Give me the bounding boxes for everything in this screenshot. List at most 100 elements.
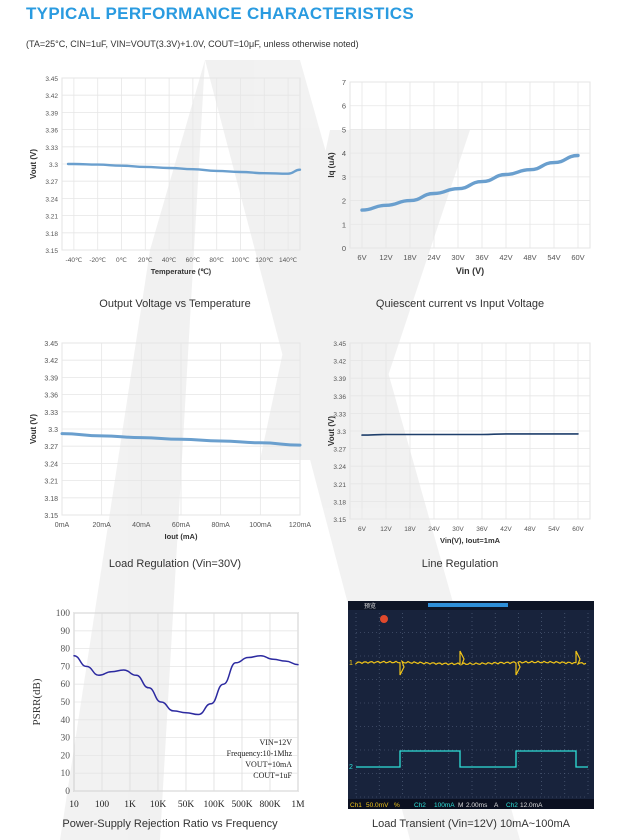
- x-tick-label: 1M: [291, 800, 305, 810]
- y-tick-label: 3.15: [44, 513, 58, 520]
- x-tick-label: 30V: [451, 253, 464, 262]
- x-tick-label: 80mA: [212, 522, 231, 529]
- x-tick-label: 100: [95, 800, 110, 810]
- y-tick-label: 3.45: [45, 76, 58, 83]
- y-tick-label: 70: [61, 662, 71, 672]
- y-tick-label: 0: [65, 787, 70, 797]
- y-tick-label: 3.21: [44, 479, 58, 486]
- channel1-trace: [355, 650, 587, 676]
- y-tick-label: 0: [342, 244, 346, 253]
- channel1-marker: 1: [349, 660, 353, 667]
- chart-annotation: VOUT=10mA: [245, 760, 292, 769]
- x-tick-label: 40mA: [132, 522, 151, 529]
- y-tick-label: 3.27: [44, 444, 58, 451]
- x-axis-title: Temperature (℃): [151, 267, 212, 276]
- x-tick-label: 6V: [357, 253, 366, 262]
- scope-readout-bar: [348, 799, 594, 809]
- y-tick-label: 6: [342, 102, 346, 111]
- x-tick-label: 80℃: [209, 257, 224, 264]
- x-tick-label: 60V: [572, 526, 584, 533]
- y-tick-label: 3.24: [45, 196, 58, 203]
- chart-output-voltage-vs-temperature: 3.45 3.42 3.39 3.36 3.33 3.3 3.27 3.24 3.21 3.18 3…: [29, 76, 302, 276]
- x-tick-label: -40℃: [66, 257, 83, 264]
- y-tick-label: 3.3: [48, 427, 58, 434]
- y-tick-label: 3.15: [333, 517, 346, 524]
- chart-line-regulation: 3.45 3.42 3.39 3.36 3.33 3.3 3.27 3.24 3.21 3.18 3…: [327, 341, 591, 545]
- y-tick-label: 3.39: [333, 376, 346, 383]
- scope-readout-text: M: [458, 802, 463, 809]
- test-conditions: (TA=25°C, CIN=1uF, VIN=VOUT(3.3V)+1.0V, …: [26, 39, 359, 49]
- series-line: [361, 433, 579, 436]
- y-tick-label: 3.39: [45, 110, 58, 117]
- y-tick-label: 3.36: [44, 393, 58, 400]
- x-tick-label: 120mA: [289, 522, 312, 529]
- x-tick-label: 30V: [452, 526, 464, 533]
- caption-line-regulation: Line Regulation: [421, 558, 499, 570]
- y-tick-label: 3.42: [45, 93, 58, 100]
- y-tick-label: 50: [61, 698, 71, 708]
- x-tick-label: 20mA: [93, 522, 112, 529]
- scope-readout-text: Ch2: [506, 802, 518, 809]
- chart-load-regulation: 3.45 3.42 3.39 3.36 3.33 3.3 3.27 3.24 3.21 3.18 3…: [29, 341, 311, 541]
- scope-readout-text: 2.00ms: [466, 802, 488, 809]
- scope-readout-text: %: [394, 802, 400, 809]
- y-tick-label: 3.18: [45, 231, 58, 238]
- scope-readout-text: Ch2: [414, 802, 426, 809]
- x-tick-label: 36V: [476, 526, 488, 533]
- x-tick-label: 12V: [379, 253, 392, 262]
- y-axis-title: PSRR(dB): [31, 678, 43, 725]
- x-tick-label: 54V: [548, 526, 560, 533]
- y-tick-label: 3.27: [45, 179, 58, 186]
- page-title: TYPICAL PERFORMANCE CHARACTERISTICS: [26, 4, 414, 23]
- scope-readout-text: Ch1: [350, 802, 362, 809]
- y-tick-label: 100: [56, 609, 71, 619]
- x-tick-label: 500K: [231, 800, 252, 810]
- y-tick-label: 3.33: [44, 410, 58, 417]
- y-tick-label: 3.33: [45, 145, 58, 152]
- y-tick-label: 20: [61, 751, 71, 761]
- y-tick-label: 3.21: [45, 214, 58, 221]
- x-tick-label: 1K: [124, 800, 136, 810]
- series-line: [60, 432, 302, 447]
- y-tick-label: 3.45: [44, 341, 58, 348]
- caption-load-transient: Load Transient (Vin=12V) 10mA~100mA: [372, 818, 570, 830]
- y-tick-label: 3.18: [333, 499, 346, 506]
- scope-marker: [380, 615, 388, 623]
- y-tick-label: 3.3: [337, 429, 346, 436]
- y-tick-label: 3.42: [333, 359, 346, 366]
- y-tick-label: 1: [342, 220, 346, 229]
- x-tick-label: 24V: [427, 253, 440, 262]
- y-tick-label: 3.36: [45, 128, 58, 135]
- y-tick-label: 40: [61, 716, 71, 726]
- y-axis-title: Iq (uA): [327, 152, 336, 178]
- x-tick-label: 100℃: [231, 257, 250, 264]
- oscilloscope-capture: 预览 1 2 Ch1 50.0mV% Ch2 100mA M 2.00ms A Ch2 12.0mA: [348, 601, 594, 809]
- caption-load-regulation: Load Regulation (Vin=30V): [108, 558, 242, 570]
- x-tick-label: 24V: [428, 526, 440, 533]
- x-tick-label: 120℃: [255, 257, 274, 264]
- y-axis-title: Vout (V): [29, 149, 38, 179]
- chart-quiescent-current-vs-input: 7 6 5 4 3 2 1 0 6V 12V 18V 24V 30V 36V 42V 48V 54V 60V Vin…: [327, 78, 591, 276]
- y-tick-label: 3.24: [44, 461, 58, 468]
- x-tick-label: 48V: [523, 253, 536, 262]
- y-tick-label: 3.33: [333, 411, 346, 418]
- x-tick-label: 48V: [524, 526, 536, 533]
- y-tick-label: 60: [61, 680, 71, 690]
- x-axis-title: Vin (V): [456, 266, 484, 276]
- x-tick-label: 12V: [380, 526, 392, 533]
- caption-output-voltage: Output Voltage vs Temperature: [99, 298, 251, 310]
- chart-annotation: Frequency:10-1Mhz: [227, 749, 293, 758]
- y-tick-label: 3.24: [333, 464, 346, 471]
- series-line: [73, 654, 299, 716]
- x-tick-label: 50K: [178, 800, 195, 810]
- y-tick-label: 3.27: [333, 447, 346, 454]
- x-tick-label: 42V: [499, 253, 512, 262]
- scope-trigger-bar: [428, 603, 508, 607]
- caption-quiescent-current: Quiescent current vs Input Voltage: [375, 298, 545, 310]
- y-tick-label: 3.15: [45, 248, 58, 255]
- x-tick-label: 10K: [150, 800, 167, 810]
- x-axis-title: Vin(V), Iout=1mA: [440, 536, 501, 545]
- series-line: [360, 153, 580, 212]
